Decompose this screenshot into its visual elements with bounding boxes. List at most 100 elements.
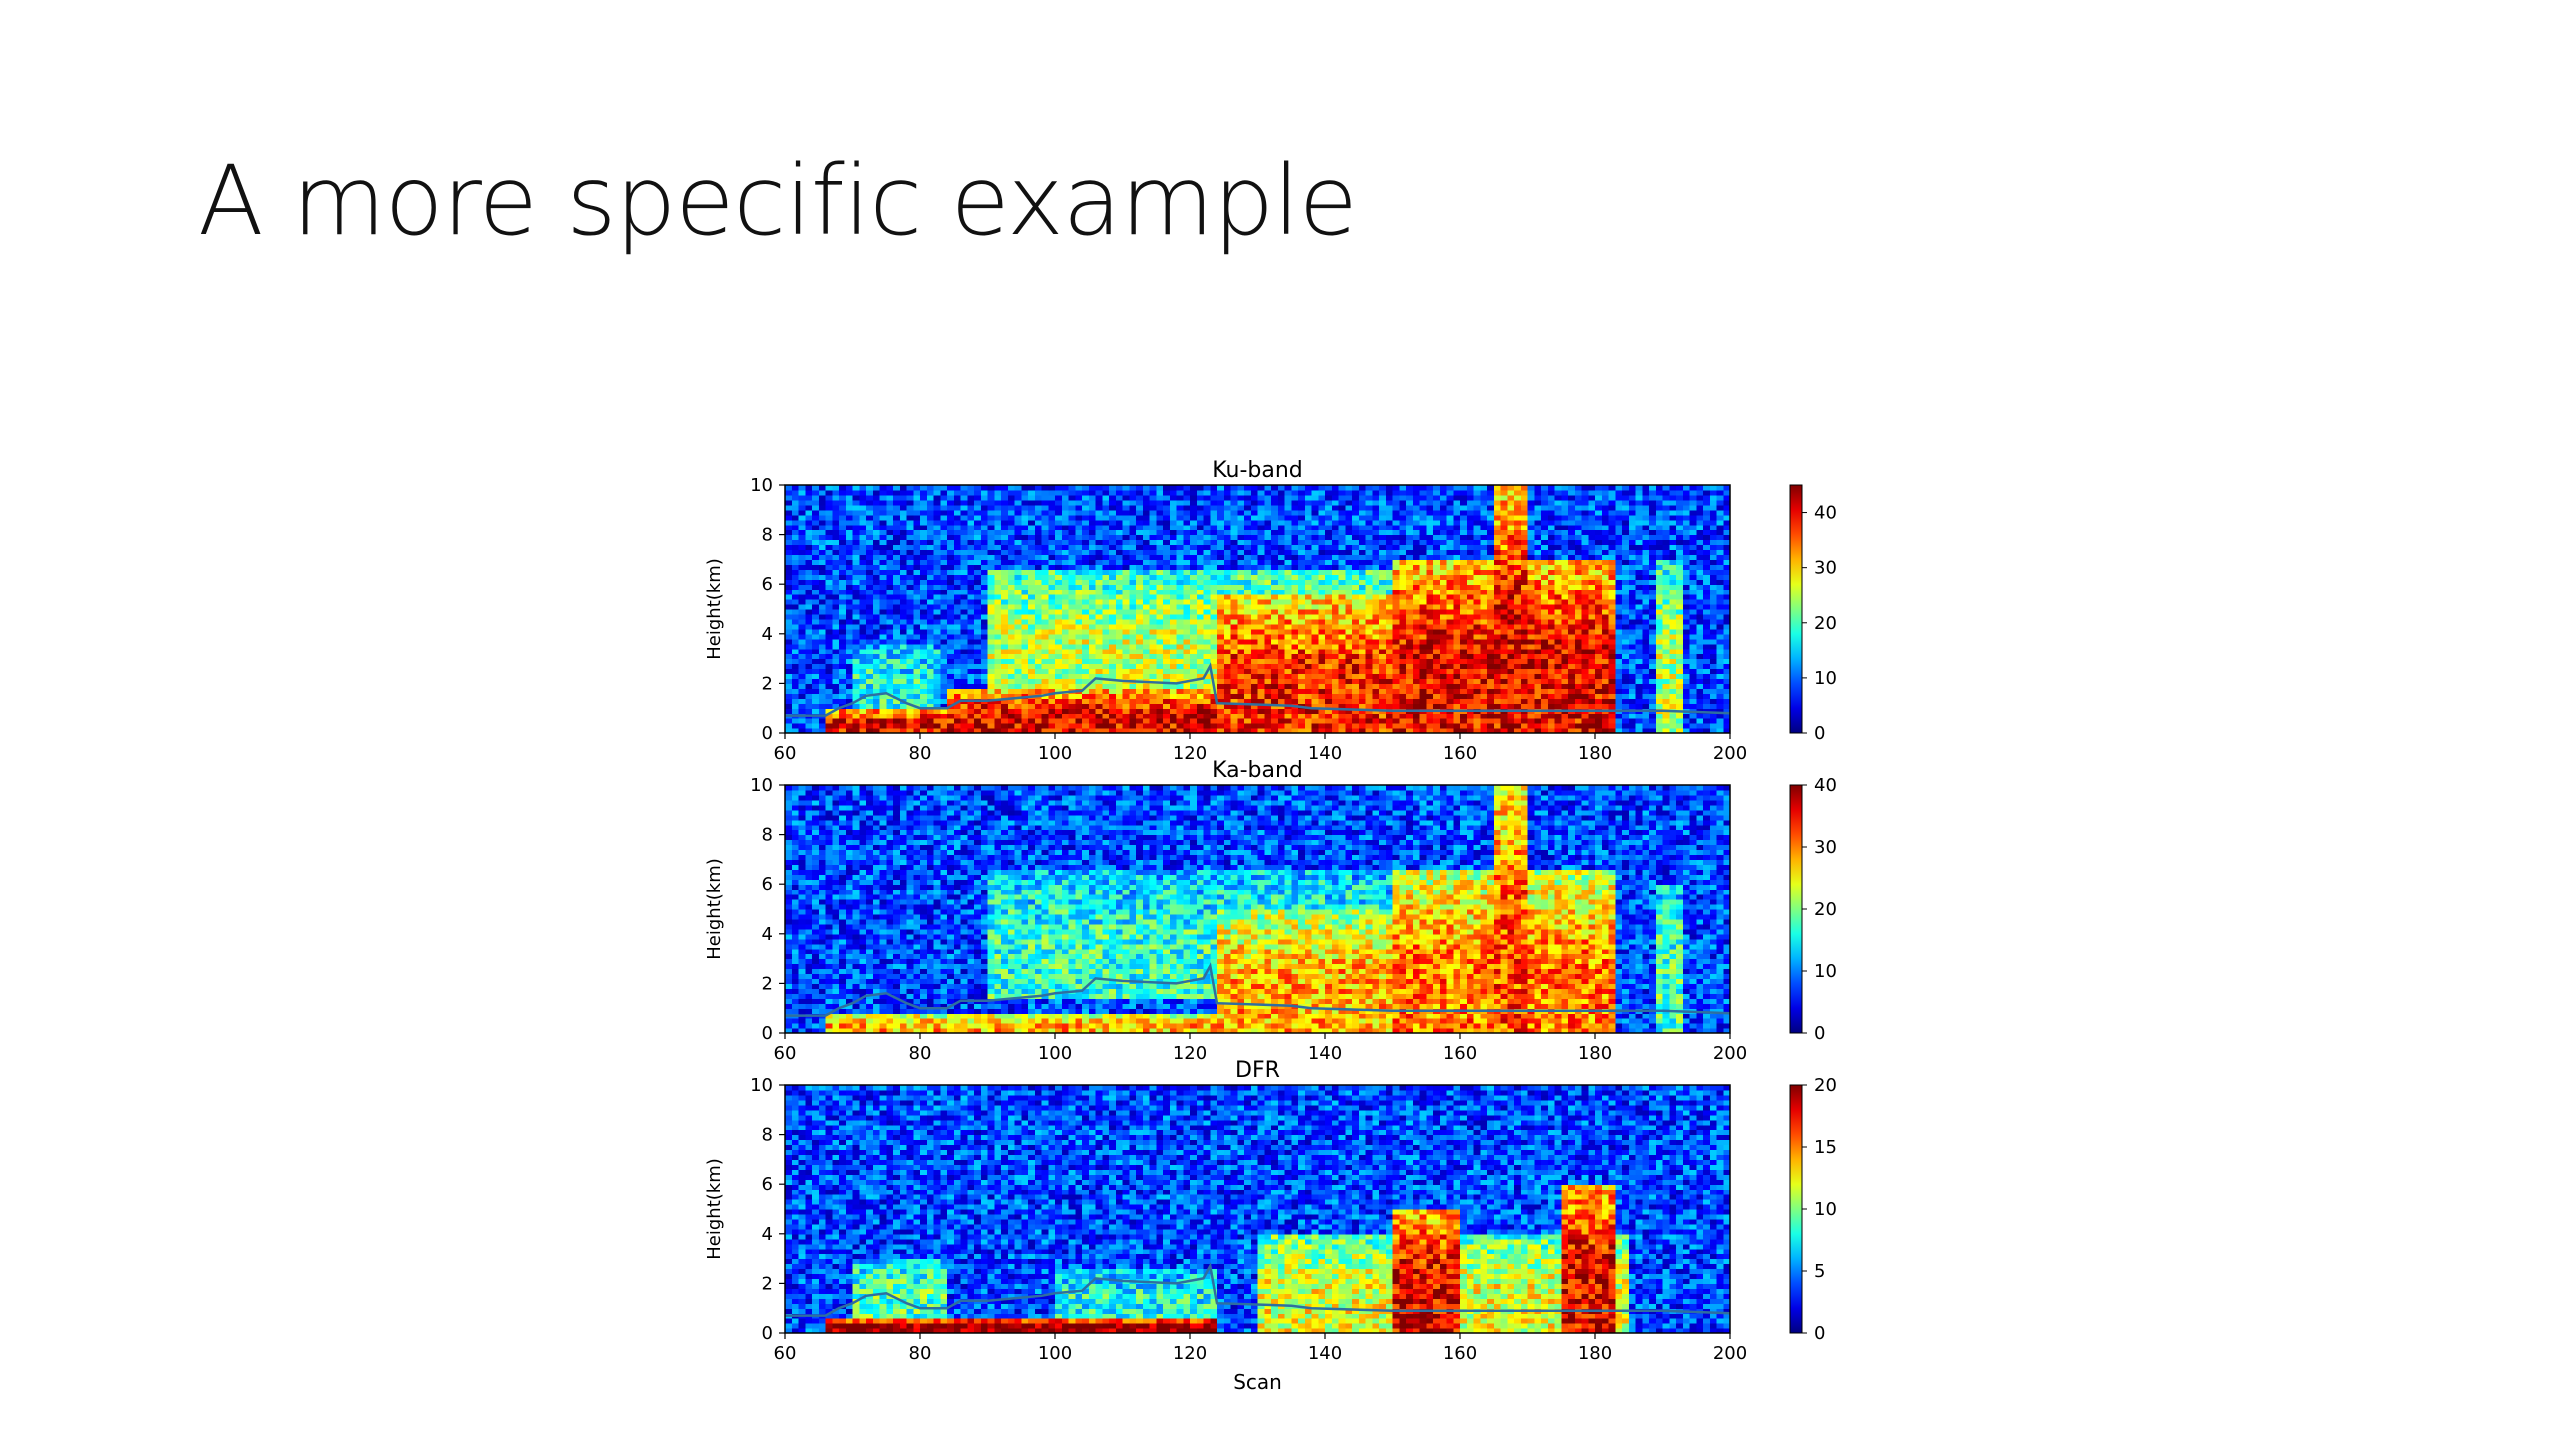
heatmap-cell bbox=[1109, 599, 1117, 605]
heatmap-cell bbox=[906, 713, 914, 719]
heatmap-cell bbox=[785, 613, 793, 620]
heatmap-cell bbox=[967, 643, 975, 650]
heatmap-cell bbox=[1041, 509, 1049, 516]
heatmap-cell bbox=[859, 509, 867, 516]
heatmap-cell bbox=[913, 539, 921, 546]
heatmap-cell bbox=[1149, 554, 1157, 560]
heatmap-cell bbox=[886, 539, 894, 546]
heatmap-cell bbox=[960, 554, 968, 560]
heatmap-cell bbox=[1163, 688, 1171, 694]
heatmap-cell bbox=[791, 708, 800, 714]
heatmap-cell bbox=[1176, 504, 1184, 511]
heatmap-cell bbox=[812, 708, 820, 714]
heatmap-cell bbox=[974, 628, 982, 635]
heatmap-cell bbox=[1136, 609, 1144, 615]
heatmap-cell bbox=[879, 673, 887, 680]
heatmap-cell bbox=[1419, 713, 1427, 719]
heatmap-cell bbox=[886, 703, 894, 709]
heatmap-cell bbox=[933, 509, 941, 516]
heatmap-cell bbox=[839, 658, 847, 665]
heatmap-cell bbox=[1318, 589, 1326, 595]
heatmap-cell bbox=[926, 628, 935, 635]
heatmap-cell bbox=[1061, 594, 1070, 600]
heatmap-cell bbox=[1331, 713, 1340, 719]
heatmap-cell bbox=[791, 489, 800, 496]
heatmap-cell bbox=[1142, 554, 1151, 560]
heatmap-cell bbox=[1271, 529, 1279, 536]
heatmap-cell bbox=[1122, 539, 1130, 546]
heatmap-cell bbox=[1433, 485, 1441, 491]
heatmap-cell bbox=[1068, 668, 1076, 675]
heatmap-cell bbox=[785, 663, 793, 670]
heatmap-cell bbox=[1055, 728, 1063, 734]
heatmap-cell bbox=[1102, 539, 1110, 546]
heatmap-cell bbox=[980, 613, 989, 620]
heatmap-cell bbox=[1439, 559, 1448, 565]
heatmap-cell bbox=[1068, 584, 1076, 590]
heatmap-cell bbox=[852, 569, 860, 575]
heatmap-cell bbox=[1264, 594, 1272, 600]
heatmap-cell bbox=[1136, 723, 1144, 729]
heatmap-cell bbox=[1095, 688, 1103, 694]
heatmap-cell bbox=[1115, 609, 1124, 615]
heatmap-cell bbox=[933, 499, 941, 506]
heatmap-cell bbox=[1169, 514, 1178, 521]
heatmap-cell bbox=[913, 648, 921, 655]
heatmap-cell bbox=[859, 708, 867, 714]
heatmap-cell bbox=[926, 658, 935, 665]
heatmap-cell bbox=[1149, 519, 1157, 526]
heatmap-cell bbox=[1406, 499, 1414, 506]
heatmap-cell bbox=[1345, 494, 1353, 501]
heatmap-cell bbox=[980, 534, 989, 541]
heatmap-cell bbox=[1122, 658, 1130, 665]
heatmap-cell bbox=[1338, 489, 1346, 496]
heatmap-cell bbox=[1385, 519, 1394, 526]
heatmap-cell bbox=[980, 574, 989, 580]
heatmap-cell bbox=[1156, 658, 1164, 665]
heatmap-cell bbox=[1406, 529, 1414, 536]
heatmap-cell bbox=[947, 658, 955, 665]
heatmap-cell bbox=[872, 613, 881, 620]
heatmap-cell bbox=[866, 489, 874, 496]
heatmap-cell bbox=[1075, 589, 1083, 595]
heatmap-cell bbox=[906, 544, 914, 551]
heatmap-cell bbox=[785, 618, 793, 625]
heatmap-cell bbox=[906, 623, 914, 630]
heatmap-cell bbox=[1399, 589, 1407, 595]
heatmap-cell bbox=[893, 628, 901, 635]
heatmap-cell bbox=[1277, 549, 1286, 556]
heatmap-cell bbox=[1034, 529, 1043, 536]
heatmap-cell bbox=[845, 489, 854, 496]
heatmap-cell bbox=[1379, 718, 1387, 724]
heatmap-cell bbox=[1136, 594, 1144, 600]
heatmap-cell bbox=[1446, 539, 1454, 546]
heatmap-cell bbox=[1082, 489, 1090, 496]
heatmap-cell bbox=[1082, 673, 1090, 680]
heatmap-cell bbox=[953, 678, 962, 684]
heatmap-cell bbox=[1156, 633, 1164, 640]
heatmap-cell bbox=[1021, 678, 1029, 684]
heatmap-cell bbox=[1271, 628, 1279, 635]
heatmap-cell bbox=[859, 529, 867, 536]
heatmap-cell bbox=[1244, 599, 1252, 605]
heatmap-cell bbox=[940, 579, 948, 585]
heatmap-cell bbox=[1338, 534, 1346, 541]
heatmap-cell bbox=[1372, 504, 1380, 511]
heatmap-cell bbox=[1007, 529, 1016, 536]
heatmap-cell bbox=[1392, 718, 1400, 724]
heatmap-cell bbox=[1217, 653, 1225, 660]
heatmap-cell bbox=[1217, 723, 1225, 729]
heatmap-cell bbox=[1419, 584, 1427, 590]
heatmap-cell bbox=[1183, 658, 1191, 665]
heatmap-cell bbox=[1041, 628, 1049, 635]
heatmap-cell bbox=[940, 683, 948, 689]
heatmap-cell bbox=[1095, 698, 1103, 704]
heatmap-cell bbox=[1210, 534, 1218, 541]
heatmap-cell bbox=[987, 539, 995, 546]
heatmap-cell bbox=[1041, 668, 1049, 675]
heatmap-cell bbox=[1095, 509, 1103, 516]
heatmap-cell bbox=[1304, 519, 1313, 526]
heatmap-cell bbox=[1007, 653, 1016, 660]
heatmap-cell bbox=[1183, 723, 1191, 729]
heatmap-cell bbox=[974, 524, 982, 531]
